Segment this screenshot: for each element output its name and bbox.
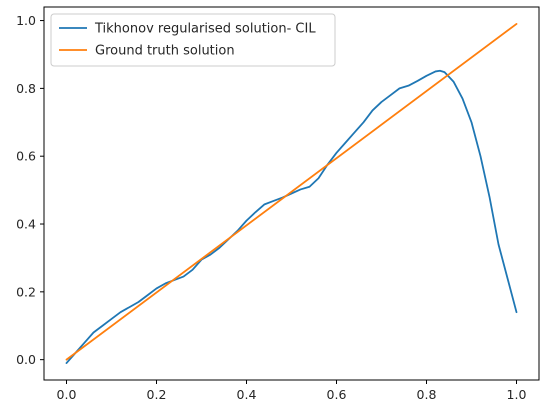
- legend-box: [50, 13, 336, 67]
- legend: Tikhonov regularised solution- CIL Ground…: [50, 13, 336, 67]
- x-axis: 0.0 0.2 0.4 0.6 0.8 1.0: [57, 380, 527, 402]
- axes-spines: [43, 6, 540, 381]
- series-layer: [65, 23, 518, 364]
- x-tick-label: 0.8: [417, 387, 437, 402]
- x-tick-label: 0.6: [327, 387, 347, 402]
- y-axis: 0.0 0.2 0.4 0.6 0.8 1.0: [16, 13, 44, 367]
- x-tick-label: 0.0: [57, 387, 77, 402]
- series-line-2: [65, 23, 518, 361]
- legend-label-2: Ground truth solution: [95, 44, 235, 59]
- y-tick-label: 0.0: [16, 352, 36, 367]
- x-tick-label: 1.0: [507, 387, 527, 402]
- y-tick-label: 0.4: [16, 217, 36, 232]
- y-tick-label: 0.6: [16, 149, 36, 164]
- legend-label-1: Tikhonov regularised solution- CIL: [94, 22, 316, 37]
- axes-frame: [43, 6, 540, 381]
- y-tick-label: 0.2: [16, 284, 36, 299]
- series-line-1: [65, 69, 518, 364]
- x-tick-label: 0.4: [237, 387, 257, 402]
- x-tick-label: 0.2: [147, 387, 167, 402]
- y-tick-label: 1.0: [16, 13, 36, 28]
- y-tick-label: 0.8: [16, 81, 36, 96]
